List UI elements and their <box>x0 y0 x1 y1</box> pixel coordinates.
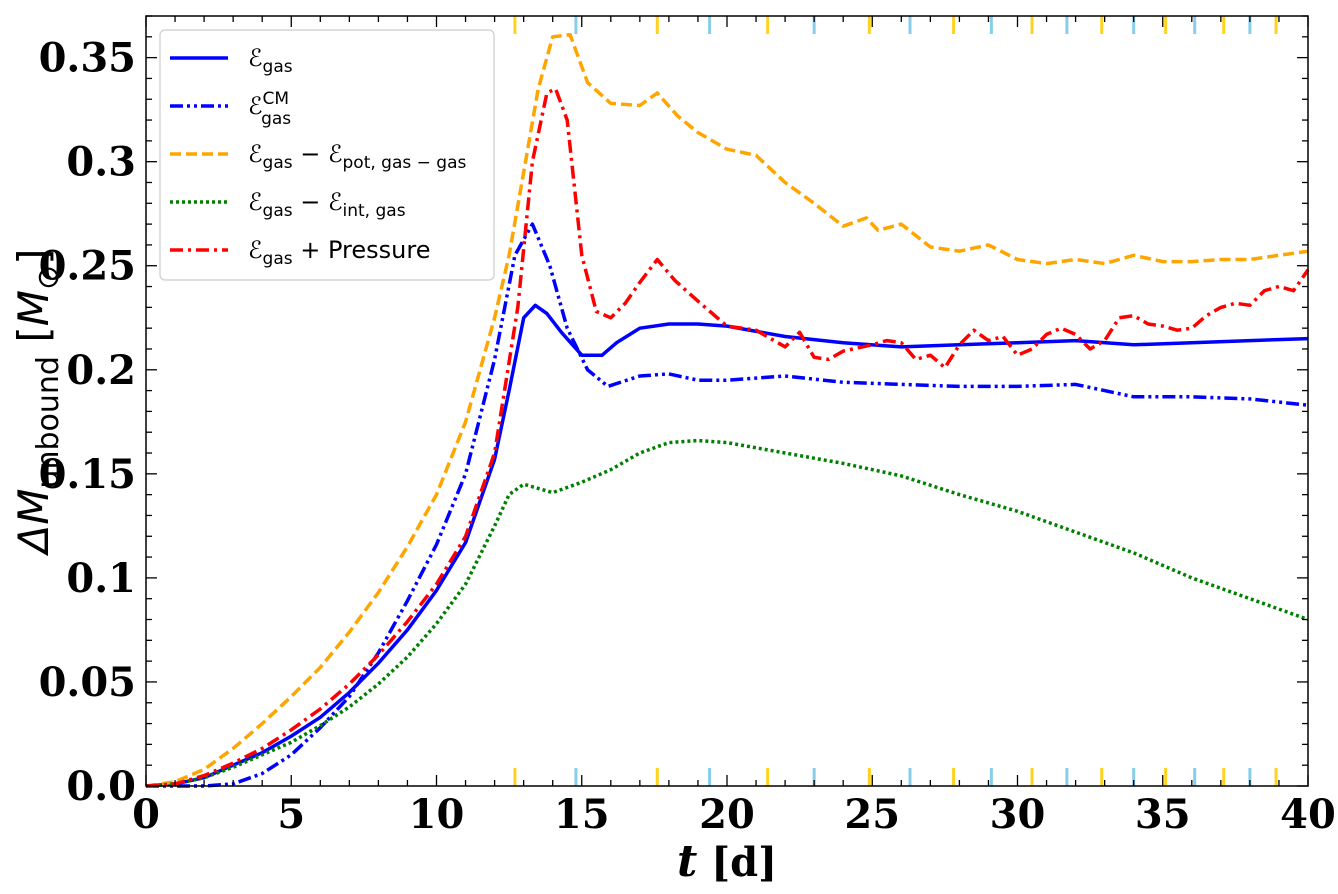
y-tick-label-2: 0.1 <box>66 555 136 602</box>
legend-label-3: ℰgas​ − ℰint, gas​ <box>248 188 406 221</box>
x-tick-label-4: 20 <box>699 791 755 838</box>
x-axis-label: t [d] <box>677 836 777 887</box>
y-tick-label-6: 0.3 <box>66 139 136 186</box>
y-tick-label-7: 0.35 <box>39 35 136 82</box>
x-tick-label-0: 0 <box>132 791 160 838</box>
y-tick-label-0: 0.0 <box>66 763 136 810</box>
series-line-3 <box>145 438 1309 788</box>
y-tick-label-5: 0.25 <box>39 243 136 290</box>
legend-label-0: ℰgas​ <box>248 44 293 77</box>
y-axis-unit-open: [ <box>9 326 58 342</box>
series-layer <box>145 32 1310 788</box>
x-tick-label-2: 10 <box>409 791 465 838</box>
ticks-layer: 0 5 10 15 20 25 30 35 40 0.0 0.05 0.1 0.15 0.2 0.25 0.3… <box>39 15 1336 838</box>
x-tick-label-3: 15 <box>554 791 610 838</box>
y-tick-label-4: 0.2 <box>66 347 136 394</box>
x-tick-label-7: 35 <box>1135 791 1191 838</box>
y-axis-unit-sub: ⊙ <box>31 265 66 290</box>
x-tick-label-5: 25 <box>844 791 900 838</box>
series-line-4 <box>145 87 1310 788</box>
y-axis-sub: unbound <box>31 356 66 489</box>
y-axis-unit-close: ] <box>9 249 58 265</box>
y-tick-label-1: 0.05 <box>39 659 136 706</box>
legend-box <box>159 29 495 281</box>
x-axis-unit-gap <box>697 839 711 886</box>
x-tick-label-1: 5 <box>277 791 305 838</box>
y-axis-unit: M <box>9 290 58 326</box>
x-tick-label-6: 30 <box>990 791 1046 838</box>
series-line-1 <box>146 222 1309 788</box>
y-axis-base: ΔM <box>9 489 58 557</box>
y-axis-label: ΔMunbound [M⊙] <box>9 249 66 557</box>
x-axis-unit: [d] <box>711 839 777 886</box>
y-tick-label-3: 0.15 <box>39 451 136 498</box>
legend-label-4: ℰgas​ + Pressure <box>248 236 430 269</box>
y-axis-gap <box>9 343 58 356</box>
series-line-2 <box>145 32 1309 788</box>
series-line-0 <box>145 303 1309 788</box>
legend-label-2: ℰgas​ − ℰpot, gas − gas​ <box>248 140 467 173</box>
x-tick-label-8: 40 <box>1280 791 1336 838</box>
x-axis-symbol: t <box>677 836 697 887</box>
event-markers <box>513 16 1278 786</box>
